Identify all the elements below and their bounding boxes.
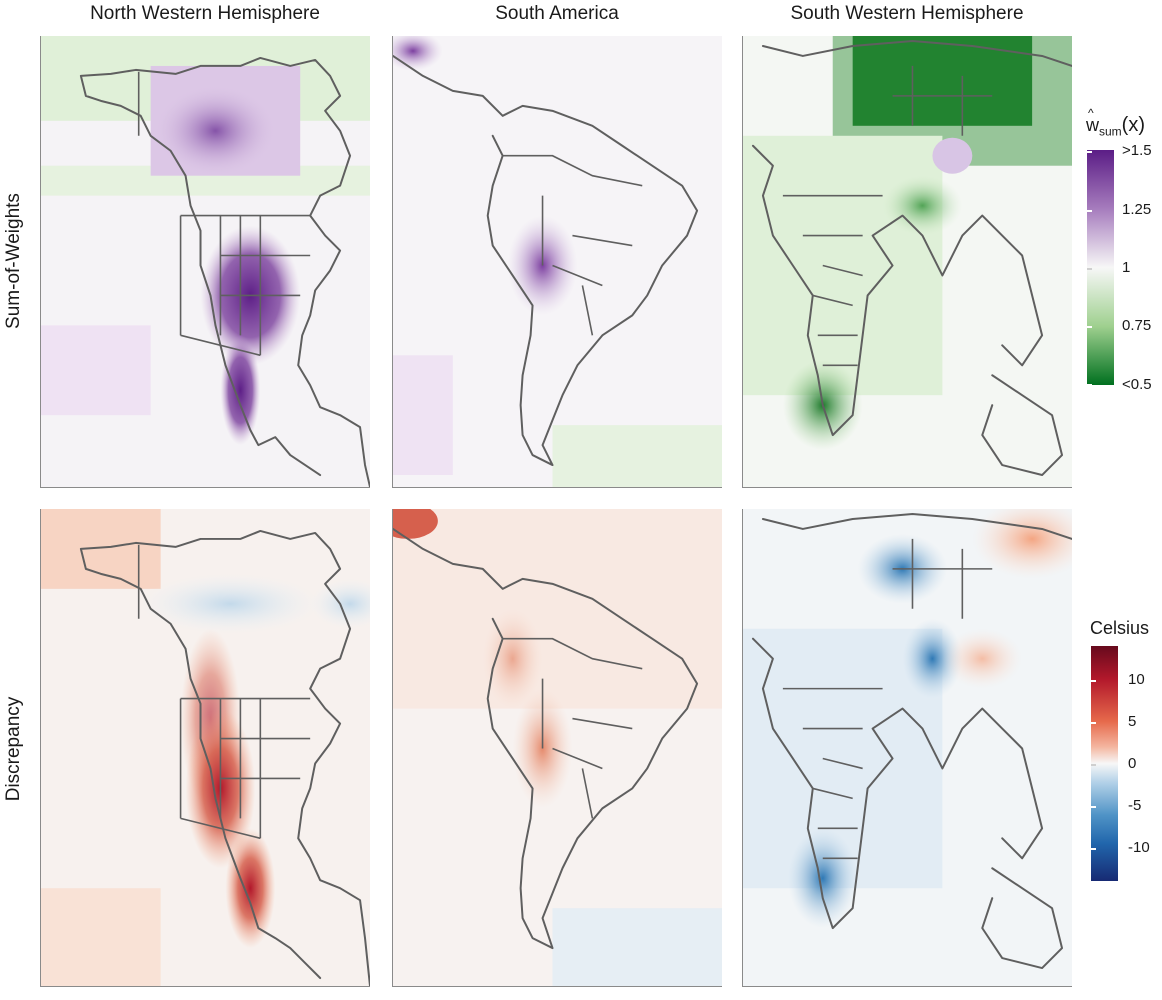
column-title-south-western: South Western Hemisphere — [790, 3, 1024, 24]
map-panel-discrepancy-south-america — [392, 509, 722, 987]
legend-label-weights-2: 1 — [1122, 259, 1131, 276]
legend-title-arg: (x) — [1121, 114, 1145, 136]
map-panel-weights-south-western — [742, 36, 1072, 488]
row-label-discrepancy: Discrepancy — [3, 696, 24, 802]
legend-tick-discrepancy-4 — [1091, 848, 1096, 850]
map-panel-discrepancy-north-western — [40, 509, 370, 987]
legend-tick-weights-1 — [1087, 210, 1092, 212]
legend-tick-discrepancy-0 — [1091, 680, 1096, 682]
legend-title-w: ^ w — [1086, 106, 1099, 135]
map-panel-weights-north-western — [40, 36, 370, 488]
legend-tick-weights-0 — [1087, 151, 1092, 153]
legend-label-discrepancy-1: 5 — [1128, 713, 1137, 730]
map-panel-discrepancy-south-western — [742, 509, 1072, 987]
column-title-north-western: North Western Hemisphere — [90, 3, 320, 24]
legend-title-celsius: Celsius — [1090, 618, 1150, 638]
legend-title-weights: ^ wsum(x) — [1086, 106, 1145, 139]
legend-tick-discrepancy-2 — [1091, 764, 1096, 766]
legend-title-sub: sum — [1099, 124, 1122, 139]
map-panel-weights-south-america — [392, 36, 722, 488]
legend-tick-weights-4 — [1087, 384, 1092, 386]
legend-label-discrepancy-4: -10 — [1128, 839, 1150, 856]
legend-label-weights-4: <0.5 — [1122, 376, 1152, 393]
legend-tick-weights-2 — [1087, 268, 1092, 270]
legend-label-weights-1: 1.25 — [1122, 201, 1152, 218]
legend-label-weights-0: >1.5 — [1122, 142, 1152, 159]
legend-colorbar-weights — [1087, 150, 1114, 385]
legend-tick-discrepancy-1 — [1091, 722, 1096, 724]
legend-label-discrepancy-2: 0 — [1128, 755, 1137, 772]
legend-tick-discrepancy-3 — [1091, 806, 1096, 808]
legend-label-discrepancy-0: 10 — [1128, 671, 1145, 688]
row-label-sum-of-weights: Sum-of-Weights — [3, 193, 24, 329]
column-title-south-america: South America — [495, 3, 619, 24]
legend-label-discrepancy-3: -5 — [1128, 797, 1142, 814]
legend-label-weights-3: 0.75 — [1122, 317, 1152, 334]
legend-colorbar-discrepancy — [1091, 646, 1118, 881]
legend-title-hat: ^ — [1088, 106, 1094, 120]
legend-tick-weights-3 — [1087, 326, 1092, 328]
